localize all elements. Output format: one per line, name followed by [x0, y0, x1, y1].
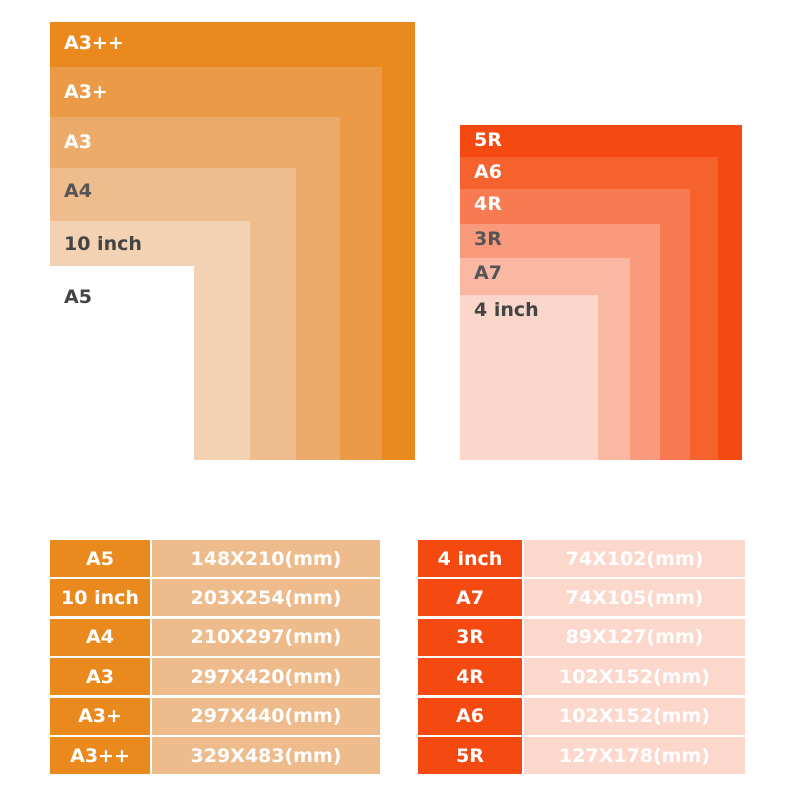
- dimension-cell: 127X178(mm): [524, 737, 745, 774]
- size-label: A7: [474, 262, 502, 284]
- size-name-cell: A4: [50, 618, 150, 656]
- size-label: A6: [474, 161, 502, 183]
- size-label: 10 inch: [64, 233, 142, 255]
- size-name-cell: 3R: [418, 618, 522, 656]
- dimension-cell: 89X127(mm): [524, 618, 745, 656]
- size-label: 4 inch: [474, 299, 539, 321]
- size-name-cell: 5R: [418, 737, 522, 774]
- dimension-cell: 297X420(mm): [152, 658, 380, 696]
- size-label: A3+: [64, 81, 108, 103]
- size-label: A4: [64, 180, 92, 202]
- size-name-cell: 4 inch: [418, 540, 522, 577]
- size-label: A3++: [64, 32, 124, 54]
- size-label: 3R: [474, 228, 502, 250]
- dimension-cell: 102X152(mm): [524, 658, 745, 696]
- size-label: 5R: [474, 129, 502, 151]
- size-label: A3: [64, 131, 92, 153]
- dimension-cell: 203X254(mm): [152, 579, 380, 617]
- dimension-cell: 297X440(mm): [152, 697, 380, 735]
- size-name-cell: A6: [418, 697, 522, 735]
- size-rect: [460, 295, 598, 460]
- size-name-cell: 4R: [418, 658, 522, 696]
- dimension-cell: 148X210(mm): [152, 540, 380, 577]
- dimension-cell: 74X102(mm): [524, 540, 745, 577]
- dimension-cell: 329X483(mm): [152, 737, 380, 774]
- size-name-cell: A3: [50, 658, 150, 696]
- size-name-cell: A7: [418, 579, 522, 617]
- dimension-cell: 102X152(mm): [524, 697, 745, 735]
- size-name-cell: A3+: [50, 697, 150, 735]
- size-rect: [50, 266, 194, 460]
- size-label: 4R: [474, 193, 502, 215]
- size-name-cell: A5: [50, 540, 150, 577]
- size-name-cell: 10 inch: [50, 579, 150, 617]
- dimension-cell: 74X105(mm): [524, 579, 745, 617]
- size-name-cell: A3++: [50, 737, 150, 774]
- size-label: A5: [64, 286, 92, 308]
- dimension-cell: 210X297(mm): [152, 618, 380, 656]
